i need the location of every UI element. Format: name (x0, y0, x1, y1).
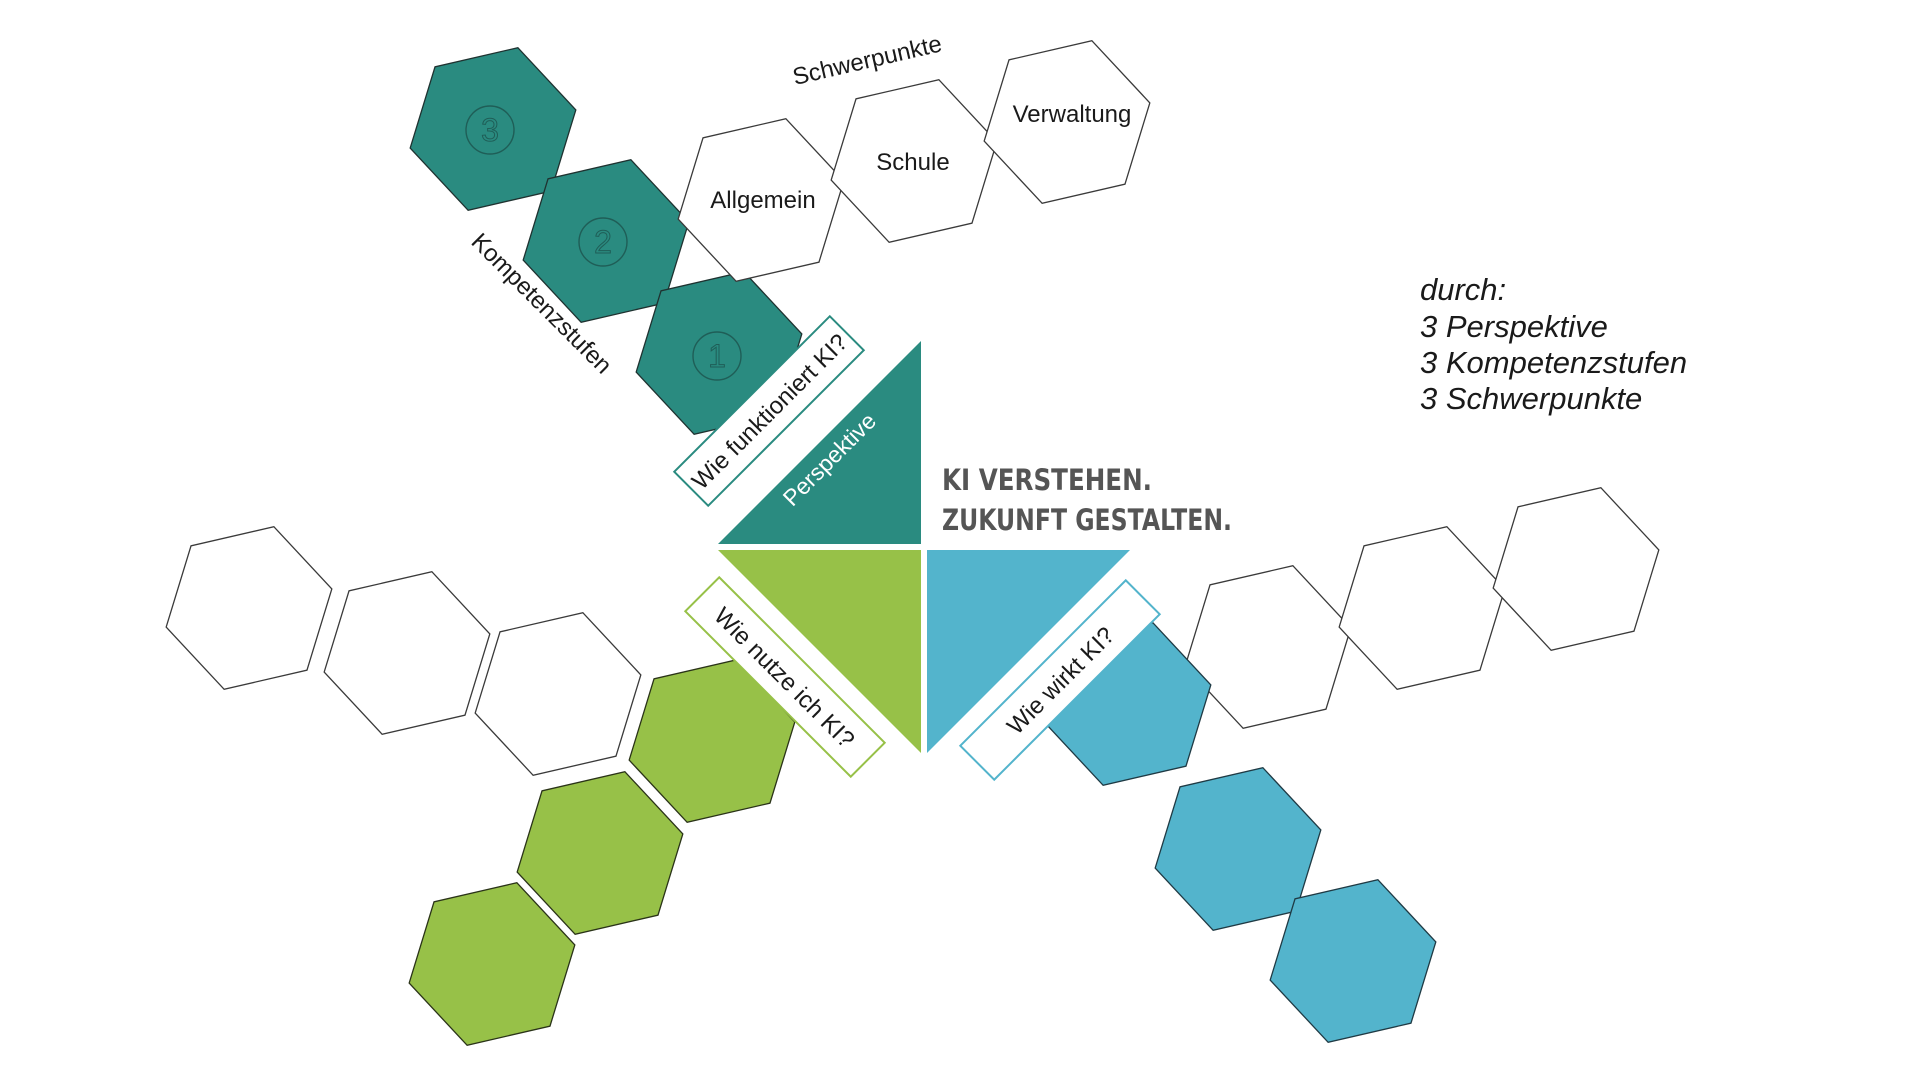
focus-verwaltung-hex (983, 40, 1151, 204)
level-2-badge (578, 217, 628, 267)
focus-schule-label: Schule (876, 149, 949, 176)
blue-perspective-triangle (927, 550, 1130, 753)
summary-line-schwerpunkte: 3 Schwerpunkte (1420, 381, 1642, 416)
focus-allgemein-label: Allgemein (710, 187, 815, 214)
blue-level-hex-3 (1269, 879, 1437, 1043)
green-outline-hex-2 (323, 571, 491, 735)
title-line-1: KI VERSTEHEN. (942, 463, 1152, 497)
title-line-2: ZUKUNFT GESTALTEN. (942, 503, 1232, 537)
focus-verwaltung-label: Verwaltung (1013, 101, 1132, 128)
page-title: KI VERSTEHEN. ZUKUNFT GESTALTEN. (942, 463, 1232, 537)
focus-allgemein-hex (677, 118, 845, 282)
level-2-number: 2 (594, 224, 612, 260)
level-3-number: 3 (481, 112, 499, 148)
level-3-badge (465, 105, 515, 155)
perspective-triangles (718, 341, 1130, 753)
summary-block: durch: 3 Perspektive 3 Kompetenzstufen 3… (1420, 272, 1687, 416)
green-outline-hex-1 (165, 526, 333, 690)
summary-heading: durch: (1420, 272, 1506, 307)
level-1-number: 1 (708, 338, 726, 374)
focus-areas-label: Schwerpunkte (790, 30, 944, 91)
level-1-badge (692, 331, 742, 381)
summary-line-kompetenzstufen: 3 Kompetenzstufen (1420, 345, 1687, 380)
green-level-hex-3 (408, 882, 576, 1046)
focus-schule-hex (830, 79, 998, 243)
green-perspective-branch (165, 526, 796, 1046)
focus-area-branch: Allgemein Schule Verwaltung Schwerpunkte (677, 30, 1151, 282)
green-outline-hex-3 (474, 612, 642, 776)
green-perspective-triangle (718, 550, 921, 753)
teal-perspective-triangle (718, 341, 921, 544)
green-level-hex-2 (516, 771, 684, 935)
blue-outline-hex-2 (1338, 526, 1506, 690)
blue-outline-hex-3 (1492, 487, 1660, 651)
blue-perspective-branch (1044, 487, 1660, 1043)
summary-line-perspektive: 3 Perspektive (1420, 309, 1608, 344)
